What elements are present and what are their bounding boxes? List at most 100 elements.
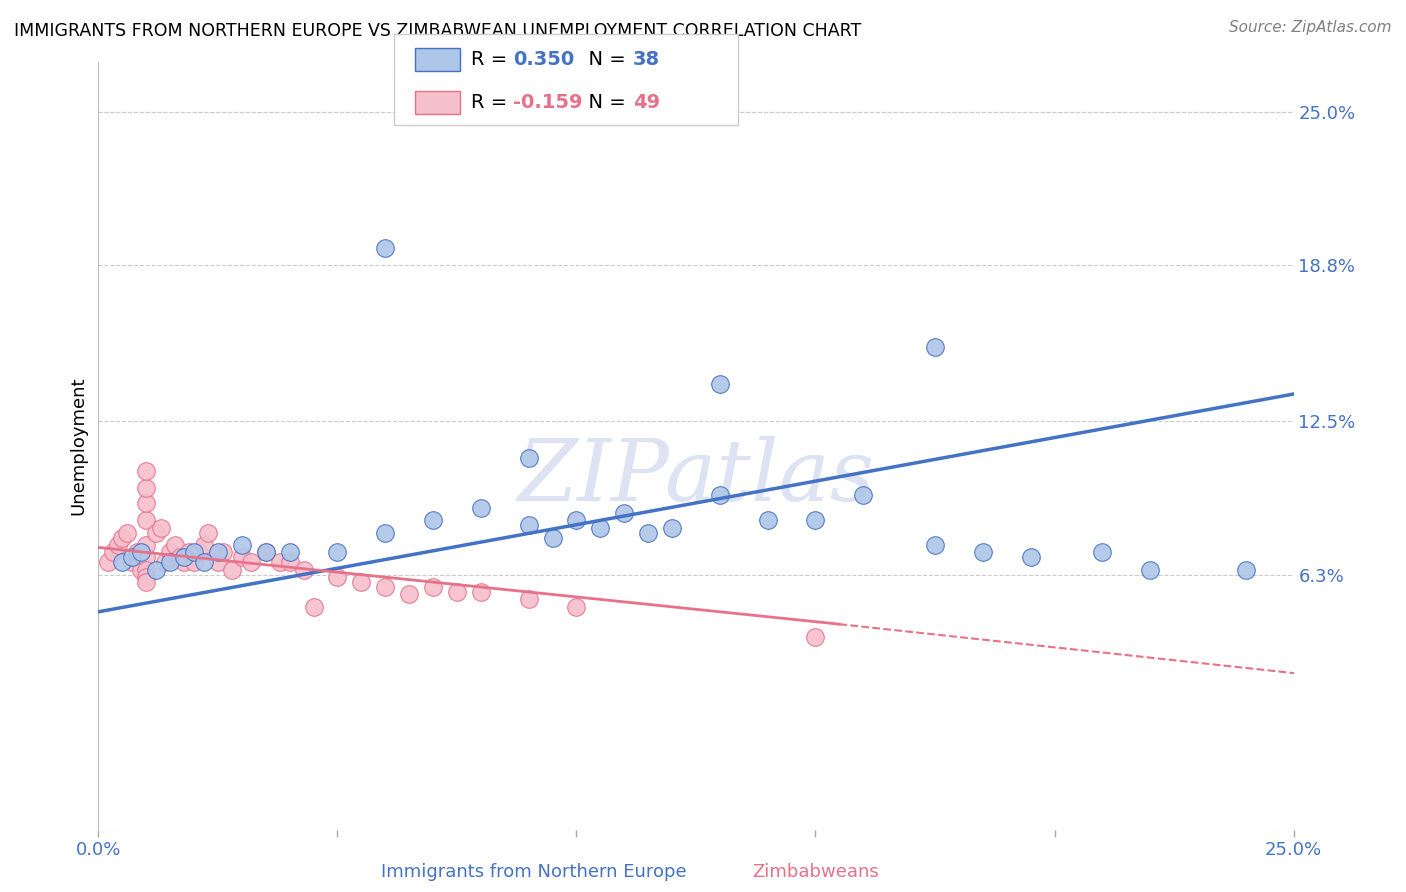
Point (107, 538, 129, 552)
Point (135, 570, 157, 584)
Point (111, 531, 134, 545)
Text: Zimbabweans: Zimbabweans (752, 863, 879, 881)
Point (517, 592, 540, 607)
Point (278, 555, 301, 569)
Text: Immigrants from Northern Europe: Immigrants from Northern Europe (381, 863, 688, 881)
Point (374, 241, 396, 255)
Point (924, 340, 946, 354)
Point (149, 521, 172, 535)
Point (135, 550, 157, 565)
Text: -0.159: -0.159 (513, 93, 582, 112)
Point (131, 545, 153, 559)
Point (121, 555, 143, 569)
Point (422, 513, 444, 527)
Text: N =: N = (576, 50, 633, 70)
Point (446, 585, 468, 599)
Point (135, 538, 157, 552)
Point (101, 545, 124, 559)
Point (131, 563, 153, 577)
Point (1139, 563, 1161, 577)
Point (269, 555, 291, 569)
Point (173, 555, 195, 569)
Point (240, 555, 263, 569)
Point (207, 555, 229, 569)
Point (211, 545, 233, 559)
Point (207, 545, 229, 559)
Text: 0.350: 0.350 (513, 50, 575, 70)
Point (231, 550, 253, 565)
Text: 38: 38 (633, 50, 659, 70)
Text: ZIPatlas: ZIPatlas (517, 435, 875, 518)
Point (517, 518, 540, 533)
Text: R =: R = (471, 50, 513, 70)
Point (326, 570, 349, 584)
Point (135, 575, 157, 590)
Point (169, 550, 191, 565)
Point (470, 585, 492, 599)
Point (155, 555, 177, 569)
Point (135, 563, 157, 577)
Text: N =: N = (576, 93, 633, 112)
Point (374, 525, 396, 540)
Point (135, 513, 157, 527)
Point (221, 563, 243, 577)
Text: Source: ZipAtlas.com: Source: ZipAtlas.com (1229, 20, 1392, 35)
Point (231, 538, 253, 552)
Point (183, 545, 205, 559)
Point (326, 545, 349, 559)
Point (145, 525, 167, 540)
Point (972, 545, 994, 559)
Point (193, 538, 215, 552)
Point (924, 538, 946, 552)
Point (374, 580, 396, 594)
Point (135, 464, 157, 478)
Point (183, 555, 205, 569)
Point (135, 481, 157, 495)
Point (589, 521, 612, 535)
Point (302, 599, 325, 614)
Point (852, 488, 875, 502)
Point (804, 630, 827, 644)
Point (422, 580, 444, 594)
Point (398, 587, 420, 601)
Point (159, 545, 181, 559)
Point (278, 545, 301, 559)
Point (565, 599, 588, 614)
Text: IMMIGRANTS FROM NORTHERN EUROPE VS ZIMBABWEAN UNEMPLOYMENT CORRELATION CHART: IMMIGRANTS FROM NORTHERN EUROPE VS ZIMBA… (14, 22, 862, 40)
Point (613, 506, 636, 520)
Point (1091, 545, 1114, 559)
Point (187, 545, 209, 559)
Point (350, 575, 373, 590)
Point (1234, 563, 1257, 577)
Point (254, 545, 277, 559)
Point (1019, 550, 1042, 565)
Point (121, 550, 143, 565)
Point (804, 513, 827, 527)
Point (159, 555, 181, 569)
Point (756, 513, 779, 527)
Point (135, 496, 157, 510)
Point (254, 545, 277, 559)
Point (111, 555, 134, 569)
Point (709, 488, 731, 502)
Point (517, 451, 540, 466)
Point (292, 563, 315, 577)
Point (97, 555, 120, 569)
Text: R =: R = (471, 93, 513, 112)
Point (179, 545, 201, 559)
Text: 49: 49 (633, 93, 659, 112)
Point (565, 513, 588, 527)
Y-axis label: Unemployment: Unemployment (69, 376, 87, 516)
Point (145, 563, 167, 577)
Point (197, 525, 219, 540)
Point (173, 550, 195, 565)
Point (637, 525, 659, 540)
Point (709, 377, 731, 392)
Point (115, 525, 138, 540)
Point (163, 538, 186, 552)
Point (541, 531, 564, 545)
Point (125, 545, 148, 559)
Point (470, 500, 492, 515)
Point (661, 521, 683, 535)
Point (193, 555, 215, 569)
